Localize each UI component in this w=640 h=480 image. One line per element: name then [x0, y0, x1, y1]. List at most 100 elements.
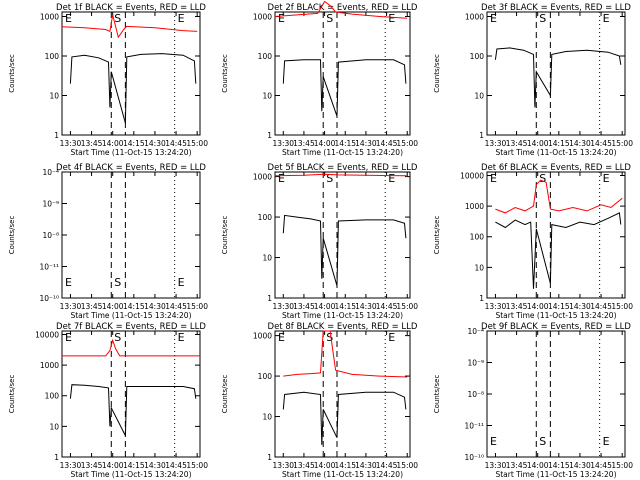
x-tick-label: 14:45	[165, 139, 187, 148]
x-tick-label: 13:30	[485, 302, 507, 311]
marker-label: E	[603, 172, 610, 185]
y-axis-label: Counts/sec	[221, 216, 229, 255]
x-tick-label: 13:45	[506, 302, 528, 311]
y-tick-label: 100	[470, 52, 485, 61]
marker-label: E	[65, 331, 72, 344]
detector-panel-4: Det 4f BLACK = Events, RED = LLD 13:30 13:…	[8, 163, 208, 320]
marker-label: E	[178, 12, 185, 25]
x-tick-label: 14:45	[376, 461, 398, 470]
y-tick-label: 1	[54, 453, 59, 462]
y-tick-label: 1	[479, 131, 484, 140]
x-tick-label: 13:30	[272, 139, 294, 148]
y-tick-label: 100	[470, 233, 485, 242]
x-tick-label: 14:30	[569, 461, 591, 470]
series-line-2	[495, 212, 622, 289]
x-axis-label: Start Time (11-Oct-15 13:24:20)	[282, 470, 403, 479]
series-line-2	[282, 59, 407, 117]
x-tick-label: 15:00	[396, 302, 418, 311]
series-line-1	[62, 338, 200, 357]
x-tick-label: 14:15	[334, 139, 356, 148]
panel-title: Det 7f BLACK = Events, RED = LLD	[56, 322, 206, 332]
detector-panel-9: Det 9f BLACK = Events, RED = LLD 13:30 13:…	[433, 322, 633, 479]
marker-label: S	[539, 12, 546, 25]
marker-label: E	[65, 12, 72, 25]
x-tick-label: 13:30	[60, 302, 82, 311]
x-tick-label: 13:30	[485, 139, 507, 148]
y-tick-label: 100	[258, 372, 273, 381]
x-tick-label: 13:30	[60, 461, 82, 470]
x-tick-label: 14:15	[334, 461, 356, 470]
y-axis-label: Counts/sec	[221, 54, 229, 93]
series-line-1	[283, 330, 408, 378]
y-tick-label: 1	[267, 294, 272, 303]
x-tick-label: 14:00	[102, 461, 124, 470]
y-tick-label: 10	[49, 422, 59, 431]
x-tick-label: 13:45	[81, 139, 103, 148]
y-axis-label: Counts/sec	[433, 375, 441, 414]
x-tick-label: 13:45	[293, 139, 315, 148]
x-tick-label: 14:30	[144, 139, 166, 148]
marker-label: E	[490, 172, 497, 185]
marker-label: E	[278, 12, 285, 25]
x-tick-label: 15:00	[186, 302, 208, 311]
series-line-1	[274, 173, 408, 177]
x-axis-label: Start Time (11-Oct-15 13:24:20)	[282, 311, 403, 320]
y-tick-label: 1000	[465, 13, 484, 22]
y-tick-label: 100	[258, 213, 273, 222]
y-tick-label: 10⁻⁸	[467, 390, 484, 399]
y-tick-label: 10	[262, 254, 272, 263]
detector-panel-7: Det 7f BLACK = Events, RED = LLD 13:30 13:…	[8, 322, 208, 479]
series-line-2	[69, 53, 197, 124]
y-axis-label: Counts/sec	[221, 375, 229, 414]
y-axis-label: Counts/sec	[8, 216, 16, 255]
detector-panel-2: Det 2f BLACK = Events, RED = LLD 13:30 13:…	[221, 0, 418, 157]
x-tick-label: 13:30	[272, 302, 294, 311]
y-axis-label: Counts/sec	[8, 375, 16, 414]
axes-frame	[274, 330, 411, 458]
series-line-2	[69, 384, 197, 436]
x-tick-label: 14:00	[527, 461, 549, 470]
y-tick-label: 1000	[40, 361, 59, 370]
marker-label: S	[326, 12, 333, 25]
y-tick-label: 10⁻¹⁰	[464, 453, 484, 462]
y-tick-label: 10	[474, 92, 484, 101]
marker-label: E	[490, 12, 497, 25]
marker-label: E	[278, 331, 285, 344]
x-tick-label: 14:00	[102, 302, 124, 311]
x-tick-label: 15:00	[611, 461, 633, 470]
marker-label: E	[178, 276, 185, 289]
x-tick-label: 14:00	[314, 461, 336, 470]
x-axis-label: Start Time (11-Oct-15 13:24:20)	[70, 311, 191, 320]
marker-label: E	[388, 172, 395, 185]
x-tick-label: 14:45	[165, 302, 187, 311]
marker-label: E	[490, 435, 497, 448]
x-tick-label: 14:00	[527, 139, 549, 148]
x-axis-label: Start Time (11-Oct-15 13:24:20)	[282, 148, 403, 157]
y-tick-label: 100	[258, 52, 273, 61]
x-axis-label: Start Time (11-Oct-15 13:24:20)	[70, 470, 191, 479]
x-tick-label: 14:15	[334, 302, 356, 311]
y-tick-label: 1000	[465, 202, 484, 211]
marker-label: E	[178, 331, 185, 344]
x-tick-label: 14:30	[569, 302, 591, 311]
marker-label: E	[388, 331, 395, 344]
series-line-1	[494, 47, 622, 108]
x-tick-label: 13:45	[293, 302, 315, 311]
y-axis-label: Counts/sec	[433, 216, 441, 255]
panel-title: Det 9f BLACK = Events, RED = LLD	[481, 322, 631, 332]
x-tick-label: 14:00	[102, 139, 124, 148]
panel-title: Det 1f BLACK = Events, RED = LLD	[56, 3, 206, 13]
axes-frame	[274, 171, 411, 299]
x-tick-label: 15:00	[186, 139, 208, 148]
axes-frame	[486, 171, 626, 299]
x-axis-label: Start Time (11-Oct-15 13:24:20)	[70, 148, 191, 157]
y-axis-label: Counts/sec	[8, 54, 16, 93]
x-tick-label: 13:45	[81, 302, 103, 311]
marker-label: S	[326, 172, 333, 185]
y-tick-label: 10	[49, 92, 59, 101]
x-tick-label: 13:45	[506, 139, 528, 148]
panel-title: Det 5f BLACK = Events, RED = LLD	[268, 163, 418, 173]
x-tick-label: 13:30	[272, 461, 294, 470]
y-tick-label: 1	[54, 131, 59, 140]
y-tick-label: 10000	[460, 171, 484, 180]
